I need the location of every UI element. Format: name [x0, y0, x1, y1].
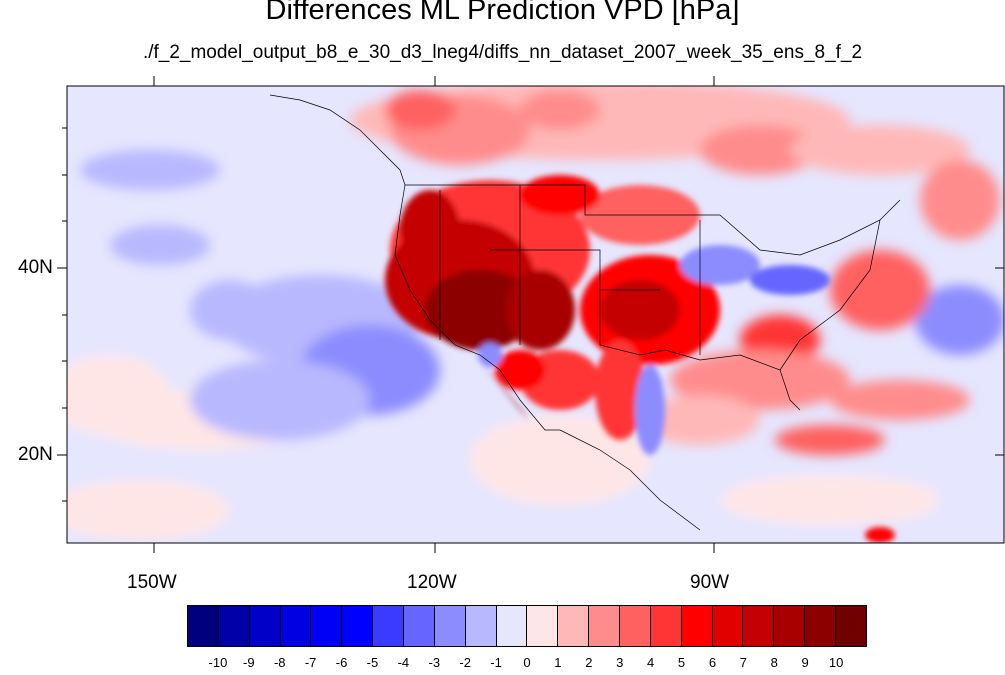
colorbar-swatch: [496, 606, 528, 646]
lon-label-90w: 90W: [690, 572, 730, 593]
lat-label-20n: 20N: [18, 444, 53, 465]
colorbar-swatch: [342, 606, 374, 646]
colorbar-label: 2: [585, 655, 593, 670]
colorbar-label: 6: [708, 655, 717, 670]
colorbar-label: 1: [554, 655, 562, 670]
colorbar-swatch: [836, 606, 866, 646]
colorbar-swatch: [743, 606, 775, 646]
colorbar-label: -3: [428, 655, 441, 670]
axis-ticks: [57, 76, 1004, 553]
colorbar-swatch: [527, 606, 559, 646]
map-title: Differences ML Prediction VPD [hPa]: [265, 0, 740, 26]
colorbar-label: -8: [273, 655, 286, 670]
colorbar-swatch: [434, 606, 466, 646]
colorbar-swatch: [712, 606, 744, 646]
lon-label-150w: 150W: [127, 572, 177, 593]
colorbar-label: 4: [647, 655, 655, 670]
map-subtitle: ./f_2_model_output_b8_e_30_d3_lneg4/diff…: [142, 42, 863, 63]
colorbar-swatch: [589, 606, 621, 646]
colorbar-swatch: [650, 606, 682, 646]
colorbar-label: -10: [208, 655, 228, 670]
colorbar-swatch: [280, 606, 312, 646]
colorbar-swatch: [774, 606, 806, 646]
colorbar-label: -4: [397, 655, 410, 670]
colorbar-label: -7: [304, 655, 317, 670]
colorbar-swatch: [188, 606, 219, 646]
colorbar-label: 7: [739, 655, 747, 670]
colorbar-label: -9: [243, 655, 255, 670]
lat-label-40n: 40N: [18, 257, 53, 278]
colorbar-swatch: [404, 606, 435, 646]
colorbar-label: 8: [770, 655, 778, 670]
colorbar-swatch: [620, 606, 651, 646]
colorbar-label: 3: [616, 655, 624, 670]
colorbar-label: 0: [523, 655, 531, 670]
colorbar-swatch: [558, 606, 590, 646]
colorbar-swatch: [218, 606, 250, 646]
colorbar-swatch: [249, 606, 281, 646]
vpd-difference-map: [57, 76, 1005, 553]
colorbar-label: -1: [490, 655, 502, 670]
colorbar-label: 10: [828, 655, 844, 670]
difference-field: [67, 86, 1004, 540]
colorbar-swatch: [311, 606, 343, 646]
lon-label-120w: 120W: [407, 572, 457, 593]
colorbar-label: -2: [459, 655, 471, 670]
colorbar-swatch: [681, 606, 713, 646]
colorbar-label: 5: [677, 655, 686, 670]
colorbar-swatch: [373, 606, 405, 646]
colorbar-swatch: [465, 606, 497, 646]
colorbar: [187, 605, 867, 647]
colorbar-labels: -10 -9 -8 -7 -6 -5 -4 -3 -2 -1 0 1 2 3 4 5 6 7 8 9 10: [0, 655, 1005, 675]
colorbar-label: -6: [335, 655, 348, 670]
colorbar-label: 9: [801, 655, 809, 670]
coastline-outlines: [269, 94, 901, 531]
colorbar-label: -5: [366, 655, 379, 670]
colorbar-swatch: [805, 606, 837, 646]
